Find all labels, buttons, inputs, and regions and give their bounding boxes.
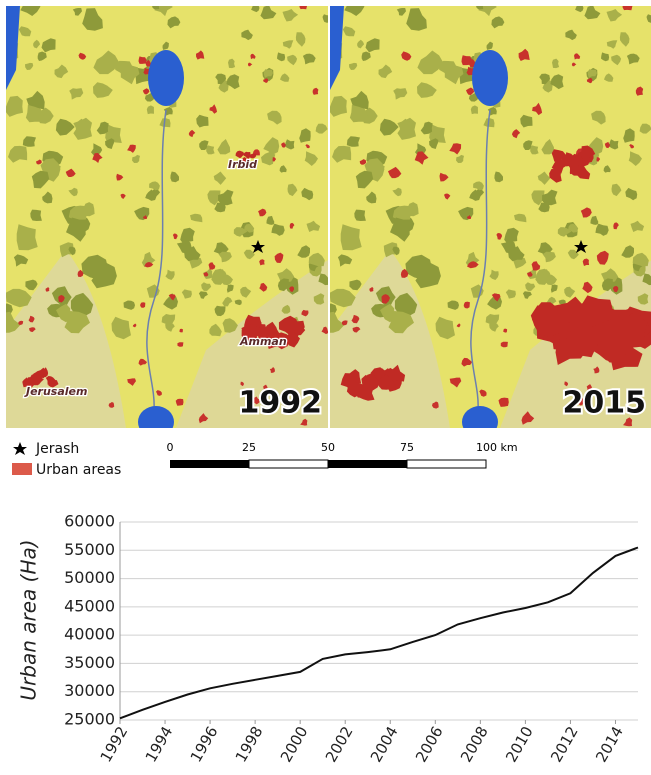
map-2015	[321, 0, 651, 438]
lake	[148, 50, 184, 106]
x-tick-label: 1992	[97, 723, 132, 765]
map-patch	[530, 145, 538, 154]
x-tick-label: 2000	[277, 723, 312, 765]
scale-segment	[249, 460, 328, 468]
legend-swatch	[12, 463, 32, 475]
scale-label: 100 km	[476, 441, 518, 454]
map-patch	[179, 329, 183, 333]
scale-label: 75	[400, 441, 414, 454]
x-tick-label: 1994	[142, 723, 177, 765]
x-tick-label: 2002	[322, 723, 357, 765]
urban-area-line	[120, 548, 638, 719]
y-tick-label: 55000	[64, 540, 115, 559]
y-tick-label: 30000	[64, 681, 115, 700]
map-patch	[177, 342, 183, 347]
map-1992	[0, 0, 331, 438]
y-tick-label: 45000	[64, 596, 115, 615]
x-tick-label: 1998	[232, 723, 267, 765]
map-label: Jerusalem	[24, 385, 87, 398]
map-patch	[206, 145, 214, 154]
y-tick-label: 50000	[64, 568, 115, 587]
scale-label: 25	[242, 441, 256, 454]
scale-label: 50	[321, 441, 335, 454]
y-tick-label: 35000	[64, 653, 115, 672]
lake	[472, 50, 508, 106]
x-tick-label: 2008	[457, 723, 492, 765]
map-patch	[623, 1, 633, 10]
legend-label: Jerash	[35, 441, 79, 457]
map-label: Amman	[239, 335, 287, 348]
dead-sea	[138, 406, 174, 438]
x-tick-label: 2006	[412, 723, 447, 765]
scale-segment	[328, 460, 407, 468]
y-tick-label: 40000	[64, 625, 115, 644]
dead-sea	[462, 406, 498, 438]
scale-bar: 0 25 50 75 100 km	[167, 441, 518, 468]
map-label: Irbid	[228, 158, 257, 171]
x-tick-label: 2012	[547, 723, 582, 765]
x-tick-label: 1996	[187, 723, 222, 765]
legend-label: Urban areas	[36, 462, 121, 478]
y-tick-label: 60000	[64, 512, 115, 531]
map-patch	[300, 3, 308, 10]
map-patch	[354, 210, 366, 221]
line-chart: Urban area (Ha) 25000 30000 35000 40000 4500…	[17, 512, 639, 766]
y-axis-label: Urban area (Ha)	[17, 539, 41, 700]
scale-segment	[170, 460, 249, 468]
x-tick-label: 2004	[367, 723, 402, 765]
y-tick-label: 25000	[64, 710, 115, 729]
map-patch	[501, 342, 508, 348]
map-year: 2015	[563, 386, 647, 421]
map-year: 1992	[239, 386, 323, 421]
scale-label: 0	[167, 441, 174, 454]
x-tick-label: 2014	[592, 723, 627, 765]
scale-segment	[407, 460, 486, 468]
x-tick-label: 2010	[502, 723, 537, 765]
legend-star	[13, 442, 27, 455]
map-patch	[30, 210, 42, 221]
figure: Irbid Amman Jerusalem 1992 2015 Jerash U…	[0, 0, 651, 775]
